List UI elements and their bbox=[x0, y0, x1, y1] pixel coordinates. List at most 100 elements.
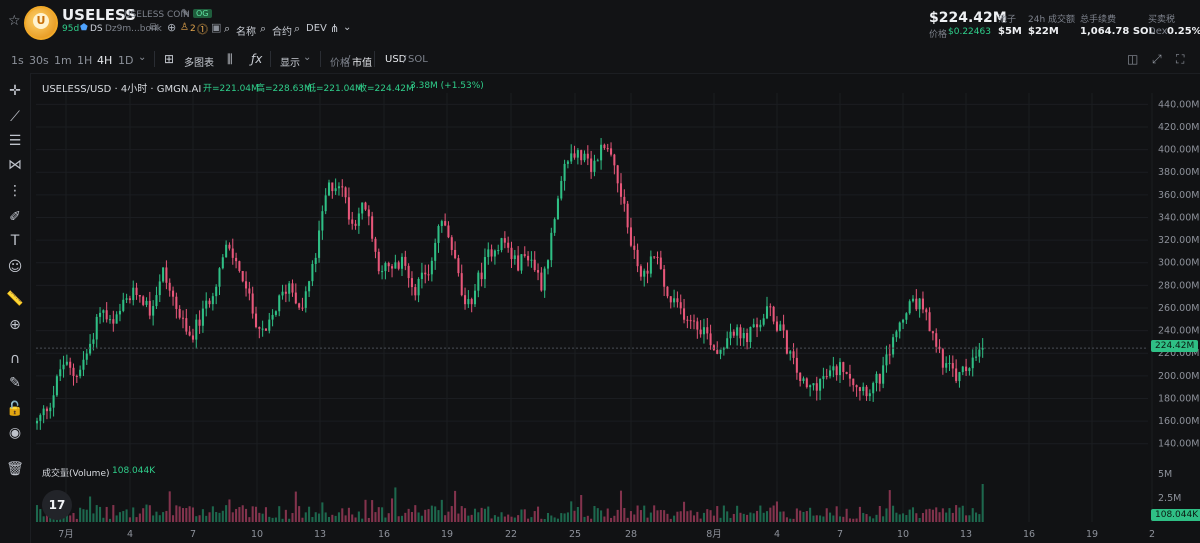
mcap-toggle[interactable]: 市值 bbox=[352, 58, 372, 69]
dev-link[interactable]: DEV bbox=[306, 23, 327, 34]
candle-body bbox=[673, 298, 676, 303]
contract-search-icon[interactable]: ⌕ bbox=[260, 22, 267, 35]
token-age: 95d bbox=[62, 24, 80, 34]
brush-icon[interactable]: ✐ bbox=[9, 209, 21, 225]
volume-bar bbox=[576, 507, 579, 522]
candle-body bbox=[513, 255, 516, 260]
contract-link[interactable]: 合约 bbox=[272, 27, 292, 38]
y-tick-label: 400.00M bbox=[1158, 145, 1199, 156]
tf-4h[interactable]: 4H bbox=[97, 54, 113, 67]
candle-body bbox=[417, 278, 420, 296]
pattern-icon[interactable]: ⋈ bbox=[8, 157, 22, 173]
crosshair-icon[interactable]: ✛ bbox=[9, 83, 21, 99]
volume-bar bbox=[616, 509, 619, 522]
volume-bar bbox=[344, 515, 347, 522]
candle-body bbox=[838, 362, 842, 376]
add-chart-icon[interactable]: ⊞ bbox=[164, 52, 175, 66]
candle-body bbox=[600, 144, 603, 161]
volume-bar bbox=[925, 509, 928, 522]
tf-1h[interactable]: 1H bbox=[77, 54, 93, 67]
edit-icon[interactable]: ✎ bbox=[181, 8, 190, 19]
tf-chevron-down-icon[interactable]: ⌄ bbox=[138, 52, 147, 63]
trash-icon[interactable]: 🗑 bbox=[6, 461, 24, 477]
volume-bar bbox=[191, 507, 194, 522]
maximize-icon[interactable]: ⛶ bbox=[1176, 52, 1185, 66]
tf-1d[interactable]: 1D bbox=[118, 54, 134, 67]
volume-bar bbox=[955, 505, 958, 522]
volume-bar bbox=[596, 508, 599, 522]
volume-bar bbox=[931, 509, 934, 522]
camera-icon[interactable]: ◫ bbox=[1127, 52, 1139, 66]
padlock-icon[interactable]: 🔓 bbox=[6, 401, 24, 417]
candle-body bbox=[580, 150, 583, 161]
candle-body bbox=[304, 291, 307, 308]
candle-body bbox=[533, 259, 536, 271]
star-icon[interactable]: ☆ bbox=[8, 13, 21, 29]
current-price-tag: 224.42M bbox=[1151, 340, 1199, 352]
volume-bar bbox=[351, 514, 354, 522]
chevron-down-icon[interactable]: ⌄ bbox=[343, 22, 352, 33]
candle-body bbox=[122, 299, 125, 311]
ruler-icon[interactable]: 📏 bbox=[6, 291, 24, 307]
name-search-icon[interactable]: ⌕ bbox=[224, 22, 231, 35]
price-toggle[interactable]: 价格 bbox=[330, 58, 350, 69]
candle-body bbox=[191, 335, 194, 340]
volume-bar bbox=[706, 509, 709, 522]
usd-toggle[interactable]: USD bbox=[385, 54, 407, 65]
candle-body bbox=[404, 256, 407, 266]
candle-body bbox=[427, 274, 430, 276]
fib-icon[interactable]: ⋮ bbox=[8, 183, 22, 199]
share-icon[interactable]: ⋔ bbox=[330, 22, 340, 35]
candle-body bbox=[510, 247, 513, 260]
trendline-icon[interactable]: ⟋ bbox=[10, 109, 20, 125]
text-icon[interactable]: T bbox=[10, 233, 20, 249]
candle-type-icon[interactable]: ⫼ bbox=[227, 52, 233, 66]
dev-search-icon[interactable]: ⌕ bbox=[294, 22, 301, 35]
copy-icon[interactable]: ⧉ bbox=[150, 22, 158, 33]
name-link[interactable]: 名称 bbox=[236, 27, 256, 38]
candle-body bbox=[517, 255, 520, 271]
sol-toggle[interactable]: SOL bbox=[408, 54, 428, 65]
candle-body bbox=[241, 270, 244, 282]
candle-body bbox=[195, 319, 198, 340]
candle-body bbox=[105, 310, 108, 320]
volume-bar bbox=[792, 518, 795, 522]
tradingview-logo[interactable]: 17 bbox=[42, 490, 72, 520]
candle-body bbox=[961, 366, 964, 373]
candle-body bbox=[563, 163, 566, 181]
token-address[interactable]: Dz9m...bonk bbox=[105, 24, 162, 34]
tf-1s[interactable]: 1s bbox=[11, 54, 24, 67]
magnet-icon[interactable]: ∩ bbox=[9, 351, 21, 367]
candle-body bbox=[696, 321, 699, 330]
candle-body bbox=[941, 349, 944, 368]
globe-icon[interactable]: ⊕ bbox=[167, 21, 177, 34]
candle-body bbox=[112, 319, 115, 324]
tf-30s[interactable]: 30s bbox=[29, 54, 49, 67]
indicators-icon[interactable]: ƒx bbox=[251, 52, 263, 66]
volume-bar bbox=[357, 511, 360, 522]
candle-body bbox=[610, 148, 613, 155]
candle-body bbox=[975, 356, 978, 358]
volume-bar bbox=[683, 501, 686, 522]
emoji-icon[interactable]: ☺ bbox=[7, 259, 23, 275]
fullscreen-icon[interactable]: ⤢ bbox=[1152, 52, 1162, 66]
volume-bar bbox=[722, 505, 725, 522]
display-button[interactable]: 显示 bbox=[280, 58, 300, 69]
zoom-icon[interactable]: ⊕ bbox=[9, 317, 21, 333]
horizontal-lines-icon[interactable]: ☰ bbox=[8, 133, 22, 149]
volume-bar bbox=[546, 512, 550, 522]
tf-1m[interactable]: 1m bbox=[54, 54, 72, 67]
lock-drawings-icon[interactable]: ✎ bbox=[9, 375, 21, 391]
volume-bar bbox=[875, 514, 878, 522]
volume-bar bbox=[254, 506, 258, 522]
y-tick-label: 420.00M bbox=[1158, 122, 1199, 133]
candle-body bbox=[848, 373, 851, 379]
candle-body bbox=[603, 144, 606, 149]
candle-body bbox=[523, 254, 526, 256]
candle-body bbox=[981, 348, 984, 350]
multi-chart-button[interactable]: 多图表 bbox=[184, 58, 214, 69]
toggle-slash: / bbox=[403, 54, 407, 65]
eye-icon[interactable]: ◉ bbox=[8, 425, 22, 441]
volume-bar bbox=[765, 511, 769, 522]
display-chevron-down-icon[interactable]: ⌄ bbox=[303, 52, 312, 63]
